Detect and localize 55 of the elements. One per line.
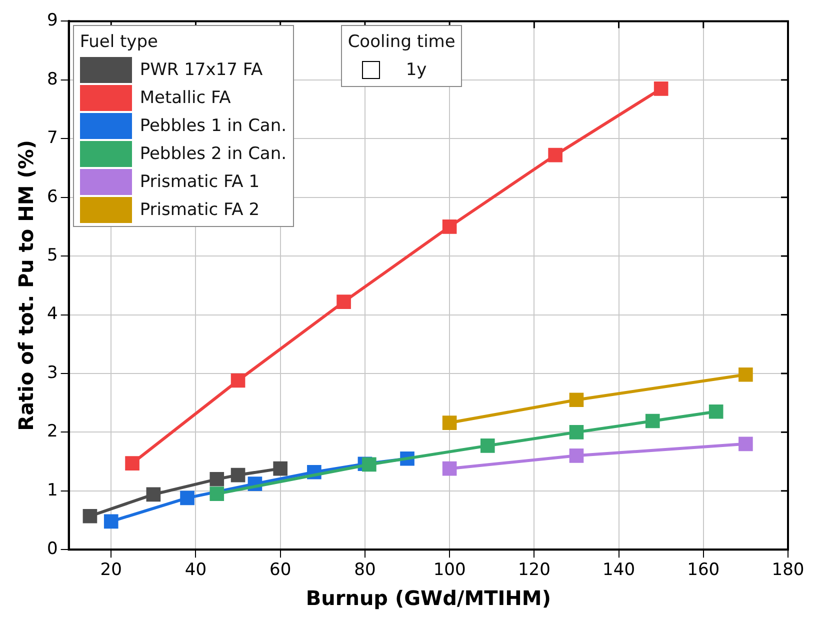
point [180,490,194,506]
x-tick-label: 40 [184,560,207,580]
y-tick-label: 6 [46,186,58,207]
y-tick-label: 0 [46,539,58,560]
point [336,294,351,309]
x-tick-label: 20 [100,560,122,580]
legend-label: Metallic FA [140,87,231,110]
y-tick-label: 7 [46,128,58,148]
point [738,436,753,452]
y-axis-title: Ratio of tot. Pu to HM (%) [14,140,38,431]
x-tick-label: 140 [602,560,636,580]
point [708,404,724,419]
point [569,425,584,440]
legend-label: PWR 17x17 FA [140,59,263,82]
point [82,508,98,524]
legend-title: Fuel type [80,31,159,54]
legend-label: Prismatic FA 1 [140,171,260,194]
legend-label: Prismatic FA 2 [140,199,260,222]
point [104,514,118,529]
y-tick-label: 1 [46,480,58,500]
point [210,486,224,501]
point [480,438,495,453]
point [569,448,584,463]
point [645,414,660,428]
point [146,487,161,502]
x-tick-label: 180 [772,560,804,580]
annotation: 1y [406,59,427,82]
point [273,461,288,476]
y-tick-label: 4 [46,304,58,324]
y-tick-label: 9 [46,10,58,31]
y-tick-label: 8 [46,69,58,90]
point [442,461,457,476]
point [442,220,457,234]
point [654,82,668,96]
legend-label: Pebbles 1 in Can. [140,115,287,138]
x-tick-label: 120 [518,560,550,580]
point [230,373,246,388]
point [210,472,224,486]
x-tick-label: 160 [687,560,720,580]
point [125,456,140,470]
x-tick-label: 60 [270,560,292,580]
point [362,457,376,472]
y-tick-label: 3 [46,362,58,383]
point [442,416,457,430]
point [548,148,562,162]
x-axis-title: Burnup (GWd/MTIHM) [306,586,551,610]
y-tick-label: 5 [46,245,58,266]
x-tick-label: 80 [354,560,376,580]
point [230,468,246,482]
legend-label: Pebbles 2 in Can. [140,143,287,166]
point [738,367,753,382]
y-tick-label: 2 [46,422,58,442]
point [569,392,584,408]
annotation: Cooling time [348,31,456,54]
x-tick-label: 100 [433,560,466,580]
